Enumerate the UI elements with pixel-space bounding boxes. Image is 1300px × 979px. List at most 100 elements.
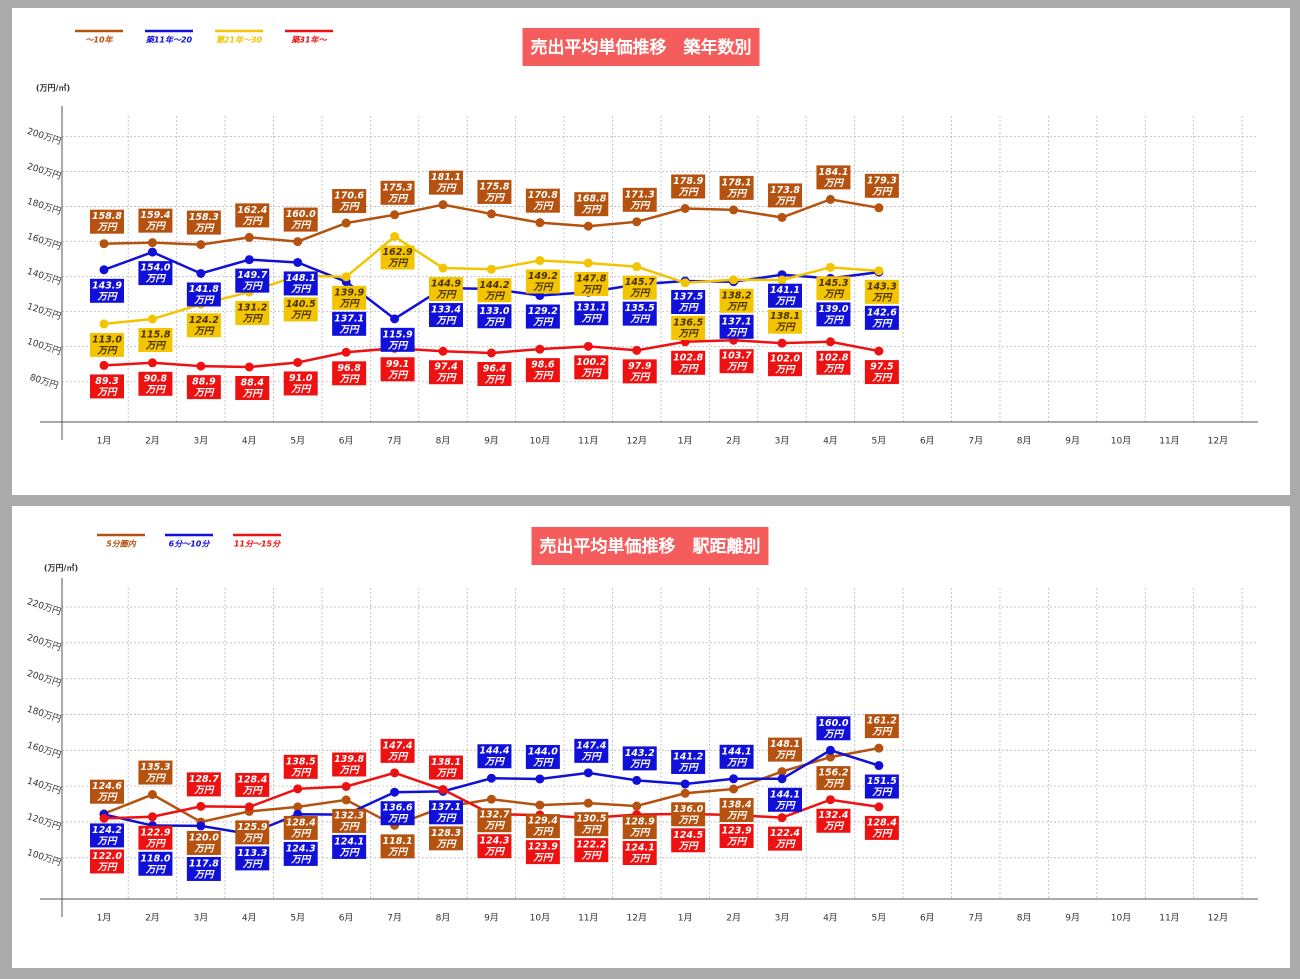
data-label-value: 141.2 [673,751,703,762]
data-label-value: 138.1 [431,757,461,768]
data-label: 175.8万円 [477,179,512,204]
data-point [874,266,884,276]
chart-title: 売出平均単価推移 駅距離別 [540,536,761,557]
data-label: 144.4万円 [477,744,512,769]
data-label-value: 132.7 [479,810,509,821]
data-label: 148.1万円 [768,737,803,762]
data-label-unit: 万円 [532,371,554,382]
data-label-unit: 万円 [339,847,361,858]
data-label-box [671,828,706,853]
x-tick-label: 7月 [968,913,983,924]
data-label: 143.2万円 [622,746,657,771]
x-tick-label: 9月 [484,913,499,924]
data-point [196,821,206,831]
data-label-value: 144.0 [528,746,558,757]
data-label-value: 120.0 [189,832,219,843]
data-label: 145.7万円 [622,275,657,300]
y-axis-label: (万円/㎡) [44,563,78,573]
legend-label: 11分～15分 [234,540,281,549]
data-label-value: 124.1 [625,843,655,854]
data-label-box [186,830,221,855]
data-label: 91.0万円 [283,371,318,396]
data-label-value: 128.3 [431,828,461,839]
data-point [147,238,157,248]
x-tick-label: 12月 [1208,436,1228,447]
data-label: 143.3万円 [864,279,899,304]
data-label-value: 175.3 [383,182,413,193]
data-label-box [477,744,512,769]
x-tick-label: 6月 [920,913,935,924]
x-tick-label: 10月 [530,436,550,447]
data-label-box [864,774,899,799]
data-label-box [380,327,415,352]
data-label-value: 137.1 [334,313,364,324]
data-point [293,257,303,267]
data-label-unit: 万円 [871,292,893,303]
data-label-box [768,283,803,308]
x-tick-label: 2月 [145,436,160,447]
data-label-unit: 万円 [823,315,845,326]
data-label-unit: 万円 [339,765,361,776]
data-point [729,275,739,285]
data-label-box [235,772,270,797]
data-label: 140.5万円 [283,297,318,322]
data-label-box [719,175,754,200]
data-label-box [186,772,221,797]
x-tick-label: 8月 [436,436,451,447]
data-label-value: 124.3 [479,836,509,847]
data-label-value: 143.3 [867,281,897,292]
data-label: 132.7万円 [477,808,512,833]
data-label-unit: 万円 [242,785,264,796]
data-label-unit: 万円 [436,316,458,327]
data-label-unit: 万円 [629,372,651,383]
data-label-value: 173.8 [770,185,800,196]
data-label-value: 124.1 [334,836,364,847]
x-tick-label: 1月 [678,913,693,924]
data-label-unit: 万円 [96,222,118,233]
data-label-unit: 万円 [581,751,603,762]
x-tick-label: 11月 [1159,436,1179,447]
data-point [196,240,206,250]
data-point [147,790,157,800]
data-label-unit: 万円 [436,813,458,824]
data-point [583,768,593,778]
data-point [341,781,351,791]
x-tick-label: 12月 [627,436,647,447]
data-label-box [283,754,318,779]
data-label-box [671,174,706,199]
data-label-box [768,826,803,851]
data-label: 124.2万円 [186,313,221,338]
data-label-box [332,808,367,833]
x-tick-label: 12月 [1208,913,1228,924]
data-label-box [90,278,124,303]
data-label-value: 136.6 [383,803,413,814]
data-label: 137.1万円 [429,800,464,825]
data-label-value: 132.3 [334,810,364,821]
data-label-box [719,797,754,822]
data-label: 171.3万円 [622,187,657,212]
data-label-unit: 万円 [581,825,603,836]
data-point [632,345,642,355]
chart-title: 売出平均単価推移 築年数別 [531,37,752,58]
data-label-value: 171.3 [625,189,655,200]
data-label-unit: 万円 [532,282,554,293]
data-point [874,203,884,213]
data-label-value: 118.0 [140,853,170,864]
data-label: 128.4万円 [283,815,318,840]
data-label-value: 138.4 [722,799,752,810]
data-label: 122.0万円 [90,849,124,874]
data-label: 144.2万円 [477,278,512,303]
data-label-unit: 万円 [145,341,167,352]
data-label-box [671,749,706,774]
data-label-unit: 万円 [145,838,167,849]
data-label: 97.9万円 [622,359,657,384]
y-axis-label: (万円/㎡) [36,83,70,93]
data-label: 184.1万円 [816,165,851,190]
data-label-box [719,744,754,769]
data-label: 131.2万円 [235,301,270,326]
data-label: 175.3万円 [380,180,415,205]
data-label-unit: 万円 [145,384,167,395]
data-point [535,774,545,784]
data-label-unit: 万円 [290,828,312,839]
data-label-box [719,314,754,339]
